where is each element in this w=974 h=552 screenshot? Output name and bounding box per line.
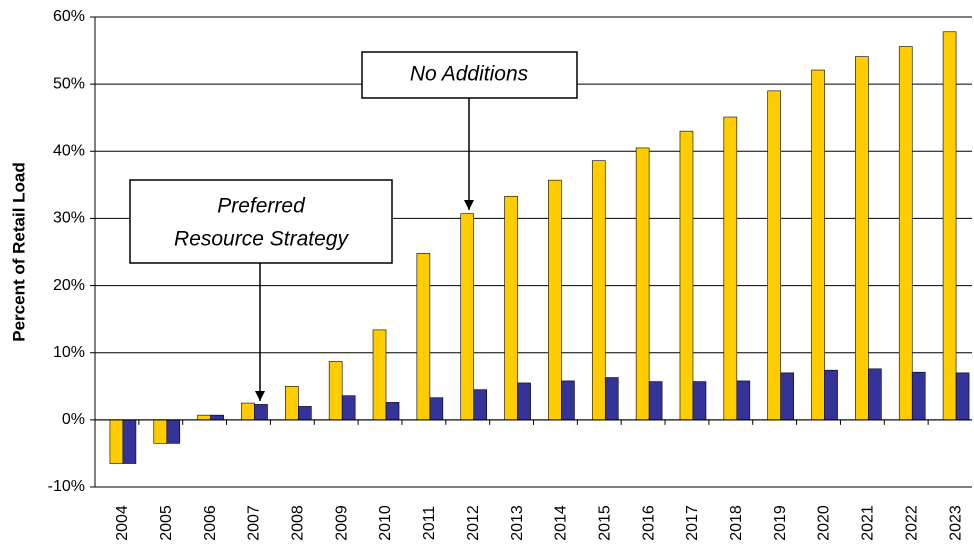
bar: [298, 406, 312, 421]
bar: [385, 402, 400, 421]
bar: [561, 380, 575, 421]
annotation-text: Preferred: [217, 195, 306, 218]
bar: [548, 179, 562, 421]
bar: [241, 402, 255, 421]
y-tick-label: 0%: [62, 411, 85, 428]
annotation-box: [361, 51, 578, 99]
bar: [197, 414, 211, 421]
bar: [429, 397, 444, 421]
bar: [898, 46, 913, 421]
bar: [723, 116, 738, 421]
x-tick-label: 2015: [596, 505, 613, 541]
bar: [824, 369, 838, 421]
bar: [504, 195, 518, 421]
bar: [591, 160, 606, 421]
bar: [372, 329, 387, 421]
bar: [868, 368, 882, 421]
x-tick-label: 2014: [553, 505, 570, 541]
y-tick-label: 60%: [53, 8, 85, 25]
bar: [109, 419, 124, 464]
bar: [635, 147, 650, 421]
bar: [692, 381, 707, 421]
bar: [341, 395, 356, 421]
x-tick-label: 2009: [333, 505, 350, 541]
bar: [811, 69, 825, 421]
annotation: Preferred Resource Strategy: [129, 179, 393, 401]
bar: [955, 372, 970, 421]
x-tick-label: 2021: [860, 505, 877, 541]
y-tick-label: 30%: [53, 210, 85, 227]
bar: [604, 377, 619, 421]
x-tick-label: 2019: [772, 505, 789, 541]
bar: [328, 361, 343, 421]
x-tick-label: 2012: [465, 505, 482, 541]
annotation-box: [129, 179, 393, 264]
x-tick-label: 2007: [246, 505, 263, 541]
bar: [153, 419, 168, 444]
bar: [517, 382, 531, 421]
x-tick-label: 2016: [640, 505, 657, 541]
x-tick-label: 2022: [903, 505, 920, 541]
annotation-text: No Additions: [410, 63, 529, 86]
y-tick-label: 50%: [53, 75, 85, 92]
bar: [736, 380, 751, 421]
x-tick-label: 2013: [509, 505, 526, 541]
bar: [285, 385, 299, 421]
bar: [855, 56, 869, 421]
y-tick-label: 10%: [53, 344, 85, 361]
y-tick-label: 20%: [53, 277, 85, 294]
x-tick-label: 2004: [114, 505, 131, 541]
plot-area: -10% 0% 10% 20% 30% 40% 50% 60% 2004 2005 2006 2007…: [48, 8, 972, 541]
bar: [942, 31, 957, 421]
y-tick-label: 40%: [53, 143, 85, 160]
bar: [679, 130, 694, 421]
bar: [166, 419, 181, 444]
x-tick-label: 2005: [158, 505, 175, 541]
x-tick-label: 2006: [202, 505, 219, 541]
bar: [767, 90, 781, 421]
y-axis-label: Percent of Retail Load: [9, 162, 28, 341]
x-tick-label: 2010: [377, 505, 394, 541]
bar: [254, 404, 268, 421]
annotation-text: Resource Strategy: [174, 228, 349, 251]
bar: [780, 372, 794, 421]
x-tick-label: 2020: [816, 505, 833, 541]
x-tick-label: 2011: [421, 506, 438, 541]
x-tick-label: 2023: [947, 505, 964, 541]
x-tick-label: 2008: [290, 505, 307, 541]
bar: [911, 371, 926, 421]
x-tick-label: 2018: [728, 505, 745, 541]
annotation: No Additions: [361, 51, 578, 210]
bar: [416, 253, 431, 421]
y-tick-label: -10%: [48, 478, 85, 495]
bar: [210, 414, 224, 421]
x-tick-label: 2017: [684, 505, 701, 541]
bar: [648, 381, 663, 421]
bar: [122, 419, 137, 464]
bar: [460, 213, 475, 421]
bar: [473, 389, 488, 421]
